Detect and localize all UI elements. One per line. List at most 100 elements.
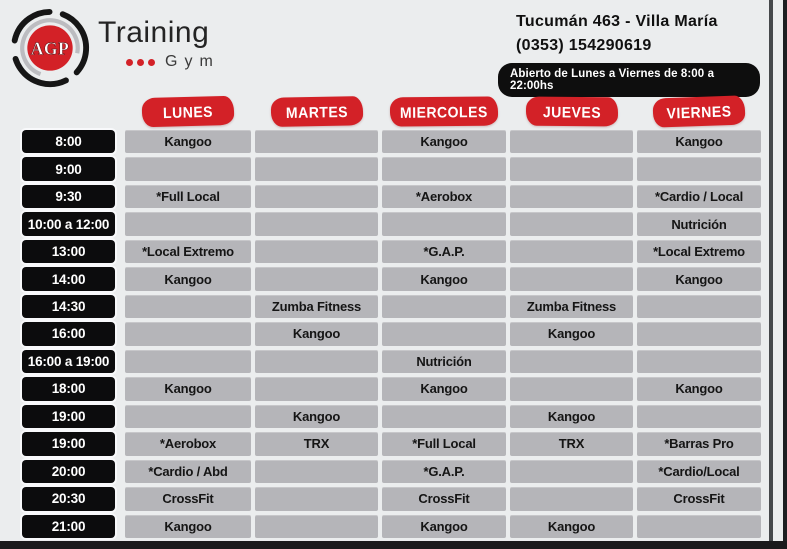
schedule-cell <box>510 267 633 291</box>
schedule-cell <box>255 487 378 511</box>
schedule-cell: Zumba Fitness <box>255 294 378 319</box>
schedule-cell: *Local Extremo <box>125 239 251 264</box>
schedule-cell: CrossFit <box>637 487 761 511</box>
schedule-cell <box>510 349 633 374</box>
schedule-cell <box>125 157 251 181</box>
schedule-cell: Kangoo <box>255 322 378 346</box>
schedule-cell: Nutrición <box>637 212 761 236</box>
schedule-cell <box>255 212 378 236</box>
schedule-cell: CrossFit <box>382 487 506 511</box>
time-slot: 20:00 <box>22 459 115 484</box>
day-header-martes: MARTES <box>270 95 363 127</box>
schedule-cell: Nutrición <box>382 349 506 374</box>
schedule-cell <box>125 349 251 374</box>
schedule-cell: *Aerobox <box>125 432 251 456</box>
brand-title: Training <box>98 16 210 49</box>
brand-subtitle: Gym <box>165 53 220 70</box>
schedule-cell: Kangoo <box>637 377 761 401</box>
time-slot: 16:00 <box>22 322 115 346</box>
red-dot-icon <box>148 58 155 66</box>
schedule-cell: Kangoo <box>510 404 633 429</box>
time-slot: 14:00 <box>22 267 115 291</box>
address: Tucumán 463 - Villa María <box>516 13 718 30</box>
opening-hours-badge: Abierto de Lunes a Viernes de 8:00 a 22:… <box>498 63 760 97</box>
schedule-cell <box>125 294 251 319</box>
schedule-cell: Kangoo <box>382 130 506 154</box>
red-dot-icon <box>137 58 144 66</box>
schedule-cell <box>255 267 378 291</box>
time-slot: 13:00 <box>22 239 115 264</box>
schedule-cell: Kangoo <box>382 377 506 401</box>
schedule-grid: LUNES MARTES MIERCOLES JUEVES VIERNES 8:00 Kan… <box>22 94 761 538</box>
time-slot: 10:00 a 12:00 <box>22 212 115 236</box>
schedule-cell: Zumba Fitness <box>510 294 633 319</box>
schedule-cell: Kangoo <box>255 404 378 429</box>
schedule-cell <box>637 294 761 319</box>
schedule-cell <box>255 130 378 154</box>
schedule-cell: *Cardio / Abd <box>125 459 251 484</box>
day-header-viernes: VIERNES <box>652 94 746 128</box>
schedule-cell: *Local Extremo <box>637 239 761 264</box>
photo-edge-bottom <box>0 541 787 549</box>
schedule-cell <box>637 322 761 346</box>
schedule-cell: TRX <box>255 432 378 456</box>
schedule-cell: *Aerobox <box>382 184 506 209</box>
schedule-cell <box>637 404 761 429</box>
schedule-cell: *G.A.P. <box>382 239 506 264</box>
schedule-cell: *Full Local <box>125 184 251 209</box>
schedule-cell <box>125 322 251 346</box>
schedule-cell <box>510 130 633 154</box>
schedule-cell <box>382 322 506 346</box>
time-slot: 19:00 <box>22 404 115 429</box>
schedule-cell <box>382 404 506 429</box>
schedule-cell <box>382 157 506 181</box>
schedule-cell: Kangoo <box>125 514 251 538</box>
schedule-cell <box>510 377 633 401</box>
schedule-cell <box>510 239 633 264</box>
schedule-cell <box>255 459 378 484</box>
schedule-cell <box>255 377 378 401</box>
time-slot: 21:00 <box>22 514 115 538</box>
schedule-cell <box>637 349 761 374</box>
time-slot: 16:00 a 19:00 <box>22 349 115 374</box>
schedule-cell: *Cardio / Local <box>637 184 761 209</box>
schedule-cell: Kangoo <box>382 267 506 291</box>
schedule-cell <box>510 157 633 181</box>
schedule-cell <box>637 514 761 538</box>
schedule-cell <box>255 239 378 264</box>
phone: (0353) 154290619 <box>516 37 652 54</box>
schedule-cell: *Full Local <box>382 432 506 456</box>
day-header-miercoles: MIERCOLES <box>389 95 498 127</box>
schedule-cell <box>255 157 378 181</box>
schedule-cell <box>510 487 633 511</box>
schedule-cell <box>255 514 378 538</box>
schedule-cell: Kangoo <box>510 514 633 538</box>
schedule-cell: TRX <box>510 432 633 456</box>
schedule-cell: Kangoo <box>637 267 761 291</box>
photo-edge-right <box>783 0 787 549</box>
schedule-cell: Kangoo <box>510 322 633 346</box>
day-header-lunes: LUNES <box>141 95 235 127</box>
schedule-cell <box>510 184 633 209</box>
schedule-cell: CrossFit <box>125 487 251 511</box>
schedule-cell: *Barras Pro <box>637 432 761 456</box>
schedule-cell <box>255 184 378 209</box>
agp-logo: AGP <box>8 6 92 90</box>
schedule-cell: Kangoo <box>125 377 251 401</box>
schedule-cell <box>637 157 761 181</box>
photo-edge-line <box>769 0 773 549</box>
time-slot: 14:30 <box>22 294 115 319</box>
schedule-cell <box>510 459 633 484</box>
schedule-cell: *Cardio/Local <box>637 459 761 484</box>
schedule-cell <box>125 212 251 236</box>
schedule-cell <box>255 349 378 374</box>
schedule-cell: *G.A.P. <box>382 459 506 484</box>
schedule-cell <box>382 212 506 236</box>
time-slot: 20:30 <box>22 487 115 511</box>
schedule-cell <box>382 294 506 319</box>
logo-abbr: AGP <box>31 38 69 58</box>
schedule-cell <box>510 212 633 236</box>
schedule-cell <box>125 404 251 429</box>
time-slot: 8:00 <box>22 130 115 154</box>
